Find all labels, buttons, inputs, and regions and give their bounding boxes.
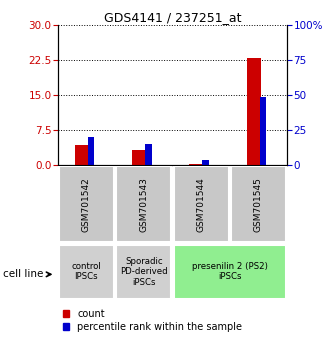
- Text: presenilin 2 (PS2)
iPSCs: presenilin 2 (PS2) iPSCs: [192, 262, 268, 281]
- Bar: [174, 166, 229, 242]
- Bar: [87, 137, 94, 165]
- Bar: [145, 144, 152, 165]
- Text: cell line: cell line: [3, 269, 44, 279]
- Bar: [116, 245, 171, 298]
- Bar: [247, 58, 261, 165]
- Bar: [132, 150, 146, 165]
- Bar: [59, 166, 114, 242]
- Bar: [75, 145, 89, 165]
- Bar: [260, 97, 266, 165]
- Text: GSM701544: GSM701544: [197, 177, 206, 232]
- Bar: [189, 164, 204, 165]
- Title: GDS4141 / 237251_at: GDS4141 / 237251_at: [104, 11, 241, 24]
- Text: GSM701543: GSM701543: [139, 177, 148, 232]
- Text: GSM701545: GSM701545: [254, 177, 263, 232]
- Bar: [231, 166, 286, 242]
- Legend: count, percentile rank within the sample: count, percentile rank within the sample: [63, 309, 242, 332]
- Text: GSM701542: GSM701542: [82, 177, 91, 232]
- Text: Sporadic
PD-derived
iPSCs: Sporadic PD-derived iPSCs: [120, 257, 168, 287]
- Bar: [174, 245, 286, 298]
- Bar: [59, 245, 114, 298]
- Bar: [116, 166, 171, 242]
- Bar: [202, 160, 209, 165]
- Text: control
IPSCs: control IPSCs: [72, 262, 101, 281]
